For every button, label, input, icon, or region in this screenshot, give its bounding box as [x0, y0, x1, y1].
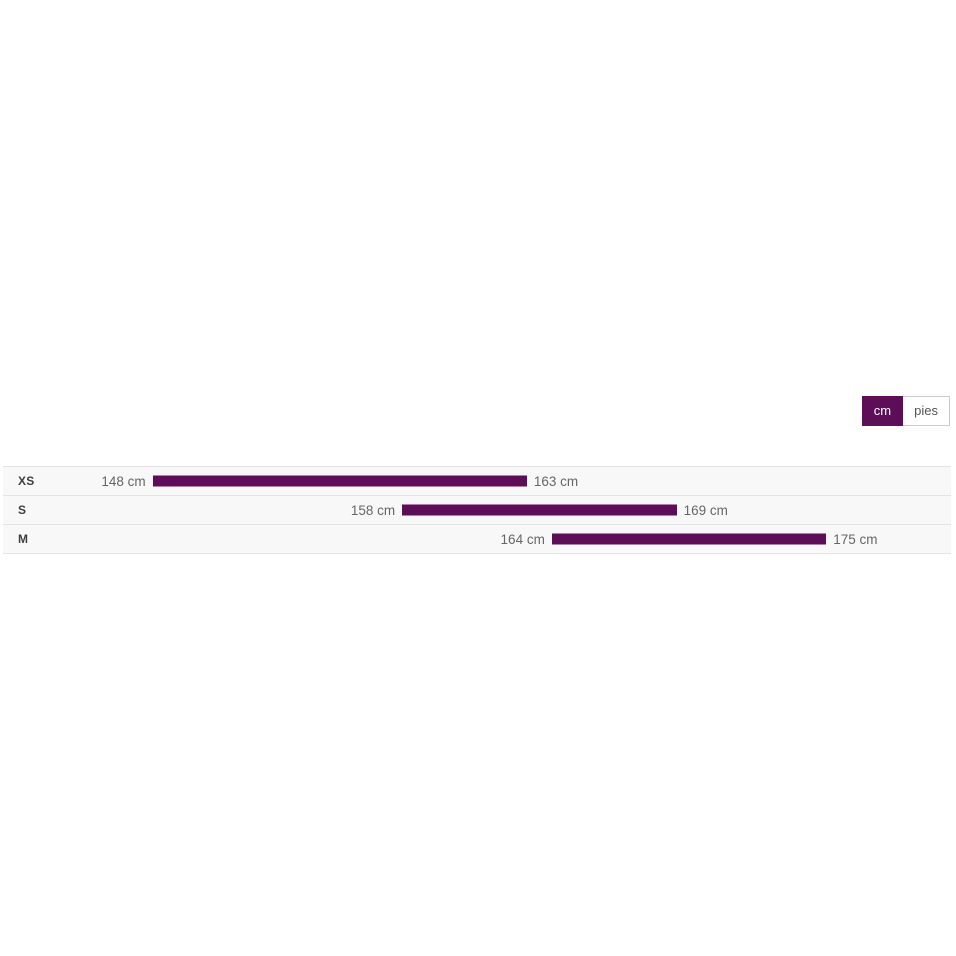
- range-bar: 158 cm 169 cm: [351, 503, 728, 518]
- max-value-label: 163 cm: [533, 473, 579, 489]
- unit-toggle-pies-button[interactable]: pies: [903, 396, 950, 426]
- size-label: XS: [18, 474, 35, 488]
- min-value-label: 158 cm: [350, 502, 396, 518]
- size-row: M 164 cm 175 cm: [3, 525, 951, 554]
- min-value-label: 164 cm: [500, 531, 545, 547]
- unit-toggle: cm pies: [861, 396, 950, 426]
- size-label: S: [18, 503, 27, 517]
- unit-toggle-cm-button[interactable]: cm: [861, 396, 904, 426]
- size-label: M: [18, 532, 29, 546]
- size-chart-table: XS 148 cm 163 cm S 158 cm 169 cm M 164 c…: [3, 466, 951, 554]
- max-value-label: 169 cm: [683, 502, 728, 518]
- size-row: XS 148 cm 163 cm: [3, 467, 951, 496]
- max-value-label: 175 cm: [833, 531, 878, 547]
- range-bar: 148 cm 163 cm: [101, 474, 578, 489]
- size-row: S 158 cm 169 cm: [3, 496, 951, 525]
- range-bar: 164 cm 175 cm: [501, 532, 878, 547]
- min-value-label: 148 cm: [101, 473, 146, 489]
